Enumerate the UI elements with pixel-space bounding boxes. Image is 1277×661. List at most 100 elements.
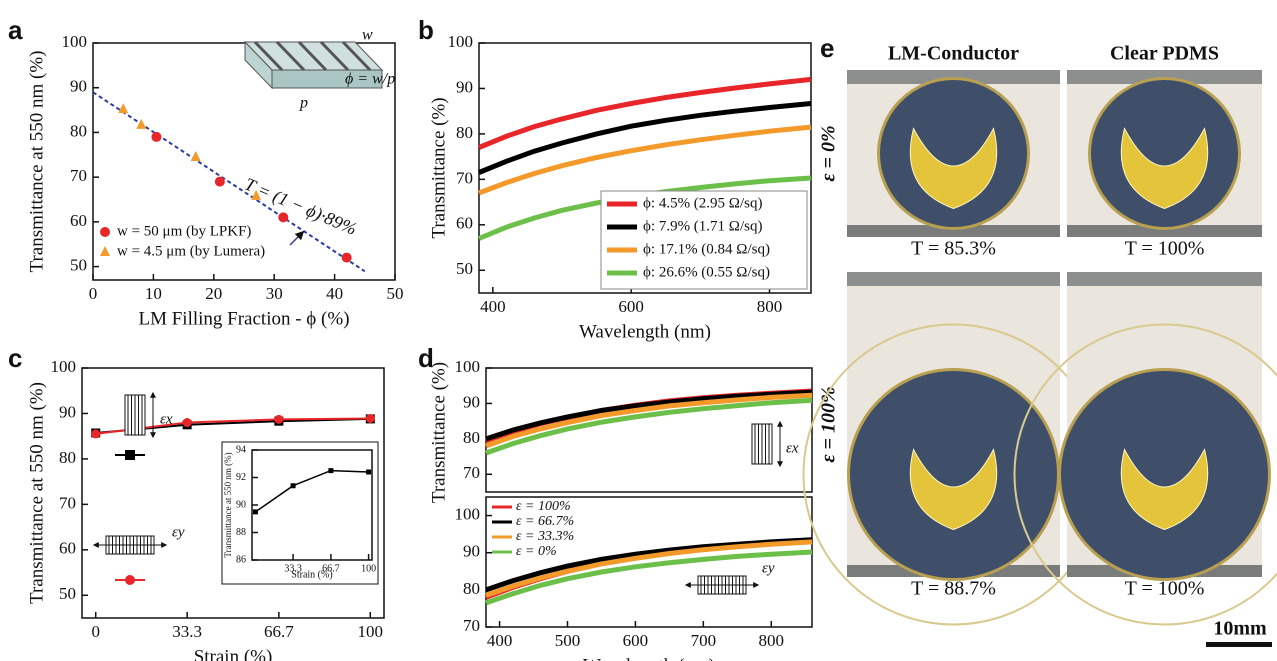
y-tick-label: 92: [236, 472, 246, 483]
data-point: [214, 176, 225, 187]
photo-crest: [847, 368, 1060, 581]
y-tick-label: 94: [236, 444, 246, 455]
x-tick-label: 66.7: [264, 622, 294, 641]
photo-crest: [877, 77, 1030, 230]
legend-marker: [100, 227, 110, 237]
schematic-label: w: [362, 27, 373, 44]
data-point: [365, 413, 375, 423]
schematic-wire: [319, 40, 350, 72]
legend-label: ε = 66.7%: [516, 514, 574, 529]
x-tick-label: 33.3: [172, 622, 202, 641]
photo-crest: [1058, 368, 1271, 581]
x-tick-label: 10: [145, 284, 162, 303]
data-point: [182, 418, 192, 428]
plot-frame: [485, 496, 813, 628]
fit-line: [92, 91, 366, 273]
y-axis-label: Transmittance (%): [428, 97, 449, 238]
data-point: [252, 509, 258, 515]
legend-label: w = 4.5 μm (by Lumera): [117, 243, 265, 259]
y-tick-label: 90: [463, 392, 480, 411]
series-line: [485, 539, 813, 598]
legend-label: ϕ: 4.5% (2.95 Ω/sq): [643, 195, 762, 211]
annotation-arrow: [289, 230, 305, 246]
column-title: Clear PDMS: [1110, 43, 1219, 65]
y-tick-label: 100: [62, 32, 88, 51]
series-line: [485, 389, 813, 442]
series-line: [478, 76, 812, 150]
inset-x-label: Strain (%): [291, 569, 332, 580]
legend-marker: [125, 450, 135, 460]
x-tick-label: 100: [358, 622, 384, 641]
photo-emblem: [909, 127, 998, 210]
photo-rim: [1067, 272, 1262, 286]
y-axis-label: Transmittance at 550 nm (%): [26, 382, 47, 604]
y-tick-label: 100: [455, 504, 481, 523]
strain-label: εx: [786, 440, 799, 456]
x-tick-label: 100: [361, 563, 376, 574]
y-tick-label: 90: [59, 402, 76, 421]
series-line: [485, 392, 813, 449]
fit-annotation: T = (1 − ϕ)·89%: [241, 174, 359, 240]
x-tick-label: 600: [618, 297, 644, 316]
y-tick-label: 80: [456, 123, 473, 142]
x-axis-label: Wavelength (nm): [583, 655, 715, 661]
legend-label: ε = 0%: [516, 544, 557, 559]
data-point: [290, 483, 296, 489]
y-tick-label: 50: [59, 584, 76, 603]
panel-label: b: [418, 15, 434, 45]
photo-emblem: [1120, 448, 1209, 531]
y-axis-label: Transmittance at 550 nm (%): [26, 51, 47, 273]
x-axis-label: LM Filling Fraction - ϕ (%): [138, 308, 349, 329]
y-tick-label: 90: [463, 542, 480, 561]
plot-frame: [81, 367, 385, 619]
x-tick-label: 400: [487, 631, 513, 650]
panel-label: e: [820, 33, 834, 63]
schematic-wire: [275, 40, 306, 72]
data-point: [91, 429, 101, 439]
legend-label: εx: [160, 411, 173, 427]
x-axis-label: Strain (%): [194, 646, 273, 661]
legend-label: ϕ: 17.1% (0.84 Ω/sq): [643, 241, 770, 257]
data-point: [366, 469, 372, 475]
y-axis-label: Transmittance (%): [428, 362, 449, 503]
schematic-side: [244, 40, 273, 90]
x-tick-label: 800: [757, 297, 783, 316]
panel-label: d: [418, 343, 434, 373]
y-tick-label: 86: [236, 554, 246, 565]
photo-emblem: [1120, 127, 1209, 210]
x-tick-label: 66.7: [322, 563, 340, 574]
plot-frame: [485, 367, 813, 493]
y-tick-label: 100: [448, 32, 474, 51]
series-line: [478, 101, 812, 175]
x-tick-label: 0: [91, 622, 100, 641]
y-tick-label: 70: [463, 616, 480, 635]
y-tick-label: 70: [463, 463, 480, 482]
strain-icon: [92, 535, 168, 555]
photo-rim: [847, 225, 1060, 237]
y-tick-label: 90: [456, 77, 473, 96]
photo-caption: T = 100%: [1125, 238, 1205, 260]
y-tick-label: 60: [59, 539, 76, 558]
x-tick-label: 400: [480, 297, 506, 316]
panel-label: c: [8, 343, 22, 373]
series-line: [485, 397, 813, 456]
schematic-label: ϕ = w/p: [345, 71, 395, 88]
y-tick-label: 60: [456, 214, 473, 233]
y-tick-label: 80: [70, 121, 87, 140]
y-tick-label: 70: [70, 166, 87, 185]
legend-label: ϕ: 7.9% (1.71 Ω/sq): [643, 218, 762, 234]
y-tick-label: 90: [236, 499, 246, 510]
x-tick-label: 50: [387, 284, 404, 303]
data-point: [190, 151, 201, 162]
photo-crest: [1088, 77, 1241, 230]
panel-label: a: [8, 15, 23, 45]
data-point: [341, 252, 352, 263]
data-point: [136, 118, 147, 129]
photo-ring: [1013, 323, 1277, 626]
column-title: LM-Conductor: [888, 43, 1019, 65]
data-point: [251, 189, 262, 200]
strain-icon: [124, 391, 156, 439]
x-tick-label: 40: [326, 284, 343, 303]
schematic-label: p: [299, 95, 308, 112]
inset-line: [254, 469, 369, 513]
